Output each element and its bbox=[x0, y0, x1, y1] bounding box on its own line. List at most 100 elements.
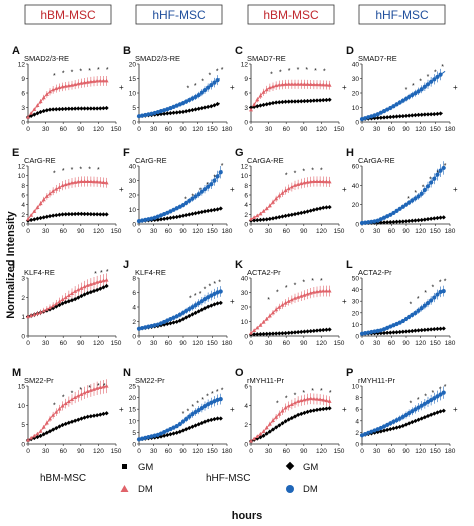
dm-marker bbox=[73, 180, 78, 184]
gm-marker bbox=[85, 414, 90, 419]
dm-marker bbox=[29, 111, 34, 115]
gm-marker bbox=[69, 211, 75, 217]
subplot-F: F CArG-RE 0 10 20 30 40 0 30 60 90 120 150 180 * * * * * * + bbox=[123, 147, 235, 235]
x-tick-label: 0 bbox=[137, 448, 141, 455]
gm-marker bbox=[196, 309, 201, 314]
x-tick-label: 120 bbox=[192, 340, 203, 347]
dm-marker bbox=[73, 289, 78, 293]
gm-marker bbox=[299, 329, 304, 334]
significance-star: * bbox=[88, 68, 91, 75]
dm-marker bbox=[174, 424, 179, 429]
gm-marker bbox=[441, 215, 446, 220]
dm-marker bbox=[76, 287, 81, 292]
x-tick-label: 60 bbox=[283, 126, 291, 133]
plus-marker: + bbox=[342, 83, 347, 92]
gm-marker bbox=[184, 315, 189, 320]
x-tick-label: 60 bbox=[60, 126, 68, 133]
panel-letter: M bbox=[12, 367, 21, 379]
dm-marker bbox=[136, 114, 142, 119]
gm-marker bbox=[264, 431, 269, 436]
significance-star: * bbox=[410, 400, 413, 407]
significance-star: * bbox=[424, 290, 427, 297]
gm-marker bbox=[413, 328, 418, 333]
dm-marker bbox=[321, 179, 326, 184]
dm-marker bbox=[171, 207, 176, 212]
dm-marker bbox=[249, 438, 253, 443]
gm-marker bbox=[403, 219, 409, 224]
significance-star: * bbox=[206, 182, 209, 189]
x-tick-label: 0 bbox=[26, 126, 30, 133]
dm-marker bbox=[38, 429, 43, 433]
dm-marker bbox=[44, 92, 49, 96]
dm-marker bbox=[146, 324, 151, 329]
x-tick-label: 120 bbox=[415, 340, 426, 347]
y-tick-label: 20 bbox=[352, 91, 360, 98]
dm-marker bbox=[394, 418, 399, 423]
significance-star: * bbox=[407, 196, 410, 203]
dm-marker bbox=[324, 288, 329, 293]
panel-title: rMYH11-Pr bbox=[247, 376, 284, 385]
panel-letter: L bbox=[346, 259, 353, 271]
gm-marker bbox=[98, 212, 103, 217]
gm-marker bbox=[60, 106, 65, 112]
gm-marker bbox=[187, 212, 192, 217]
dm-marker bbox=[140, 325, 145, 331]
gm-marker bbox=[264, 102, 269, 107]
significance-star: * bbox=[288, 68, 291, 75]
dm-marker bbox=[296, 295, 301, 299]
y-tick-label: 10 bbox=[352, 322, 360, 329]
significance-star: * bbox=[323, 69, 326, 76]
dm-marker bbox=[41, 197, 46, 202]
dm-marker bbox=[366, 220, 371, 225]
dm-marker bbox=[403, 96, 409, 101]
dm-marker bbox=[76, 81, 81, 86]
gm-marker bbox=[305, 409, 310, 414]
x-tick-label: 30 bbox=[265, 228, 273, 235]
panel-title: rMYH11-Pr bbox=[358, 376, 395, 385]
dm-marker bbox=[274, 307, 279, 312]
dm-marker bbox=[136, 437, 142, 442]
dm-marker bbox=[35, 311, 40, 316]
gm-marker bbox=[41, 215, 46, 220]
gm-marker bbox=[318, 328, 323, 333]
gm-marker bbox=[438, 409, 443, 414]
panel-letter: J bbox=[123, 259, 129, 271]
dm-marker bbox=[407, 94, 412, 100]
y-tick-label: 5 bbox=[21, 422, 25, 429]
dm-marker bbox=[403, 412, 409, 418]
dm-marker bbox=[196, 407, 201, 413]
dm-marker bbox=[410, 198, 415, 203]
x-tick-label: 0 bbox=[26, 228, 30, 235]
dm-marker bbox=[293, 296, 297, 300]
dm-marker bbox=[158, 321, 164, 326]
dm-series-line bbox=[138, 170, 223, 222]
dm-marker bbox=[274, 415, 279, 419]
gm-marker bbox=[407, 329, 412, 334]
dm-marker bbox=[375, 328, 380, 333]
x-tick-label: 120 bbox=[415, 448, 426, 455]
y-tick-label: 0 bbox=[355, 334, 359, 341]
gm-marker bbox=[180, 213, 186, 218]
gm-marker bbox=[321, 205, 326, 210]
dm-marker bbox=[54, 86, 59, 91]
dm-marker bbox=[180, 310, 186, 315]
gm-marker bbox=[302, 210, 307, 215]
dm-marker bbox=[104, 277, 109, 282]
significance-star: * bbox=[199, 188, 202, 195]
gm-marker bbox=[38, 215, 43, 221]
gm-marker bbox=[286, 417, 291, 422]
y-tick-label: 6 bbox=[21, 91, 25, 98]
gm-marker bbox=[385, 330, 390, 335]
gm-marker bbox=[95, 413, 100, 418]
y-tick-label: 20 bbox=[352, 310, 360, 317]
gm-marker bbox=[104, 411, 109, 416]
dm-marker bbox=[422, 303, 427, 308]
dm-marker bbox=[315, 289, 319, 294]
dm-marker bbox=[140, 436, 145, 441]
dm-marker bbox=[391, 419, 396, 424]
x-tick-label: 0 bbox=[360, 448, 364, 455]
dm-marker bbox=[385, 214, 390, 219]
x-tick-label: 150 bbox=[111, 448, 122, 455]
